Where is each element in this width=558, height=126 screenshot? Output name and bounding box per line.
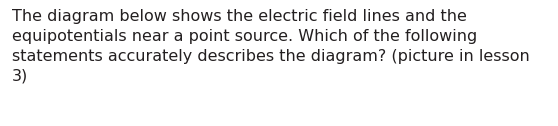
Text: The diagram below shows the electric field lines and the
equipotentials near a p: The diagram below shows the electric fie… <box>12 9 530 84</box>
